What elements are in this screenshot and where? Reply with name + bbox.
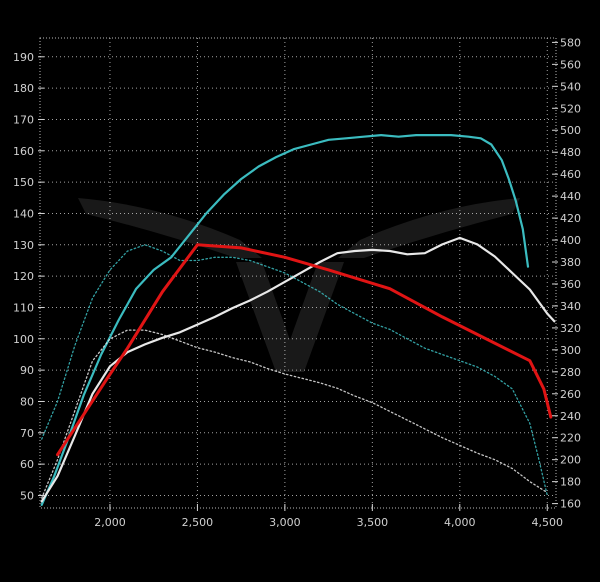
x-tick-label: 3,000 [269,516,301,529]
y-tick-label: 100 [13,333,34,346]
y-tick-label: 150 [13,176,34,189]
series-layer [40,134,556,506]
x-tick-label: 4,000 [444,516,476,529]
y2-tick-label: 180 [560,476,581,489]
y2-tick-label: 400 [560,234,581,247]
y2-tick-label: 300 [560,344,581,357]
y-tick-label: 160 [13,145,34,158]
y-tick-label: 80 [20,395,34,408]
y-tick-label: 180 [13,82,34,95]
y2-tick-label: 480 [560,146,581,159]
y2-tick-label: 360 [560,278,581,291]
y2-tick-label: 200 [560,454,581,467]
y2-tick-label: 380 [560,256,581,269]
y2-tick-label: 340 [560,300,581,313]
series-line-2-white-solid [40,236,556,503]
y-tick-label: 170 [13,113,34,126]
tick-labels: 50 60 70 80 90 100 110 120 130 140 150 160 170 180 190… [13,36,581,529]
axes [38,37,558,511]
y2-tick-label: 460 [560,168,581,181]
y2-tick-label: 320 [560,322,581,335]
x-tick-label: 4,500 [532,516,564,529]
y2-tick-label: 560 [560,58,581,71]
y2-tick-label: 580 [560,36,581,49]
plot-frame [39,37,557,509]
y2-tick-label: 280 [560,366,581,379]
series-line-5-red-solid-thick [56,243,553,457]
y-tick-label: 70 [20,427,34,440]
y-tick-label: 120 [13,270,34,283]
y2-tick-label: 420 [560,212,581,225]
y-tick-label: 50 [20,489,34,502]
y-tick-label: 90 [20,364,34,377]
y-tick-label: 110 [13,301,34,314]
y-tick-label: 130 [13,239,34,252]
y2-tick-label: 220 [560,432,581,445]
y2-tick-label: 160 [560,498,581,511]
y-tick-label: 140 [13,207,34,220]
series-line-3-cyan-dotted [41,244,548,497]
x-tick-label: 3,500 [357,516,389,529]
y2-tick-label: 440 [560,190,581,203]
y2-tick-label: 260 [560,388,581,401]
y-tick-label: 190 [13,51,34,64]
y2-tick-label: 500 [560,124,581,137]
x-tick-label: 2,500 [182,516,214,529]
series-line-1-cyan-solid [40,134,530,506]
x-tick-label: 2,000 [94,516,126,529]
y2-tick-label: 240 [560,410,581,423]
series-line-4-white-dotted [41,329,548,499]
y2-tick-label: 520 [560,102,581,115]
y2-tick-label: 540 [560,80,581,93]
y-tick-label: 60 [20,458,34,471]
